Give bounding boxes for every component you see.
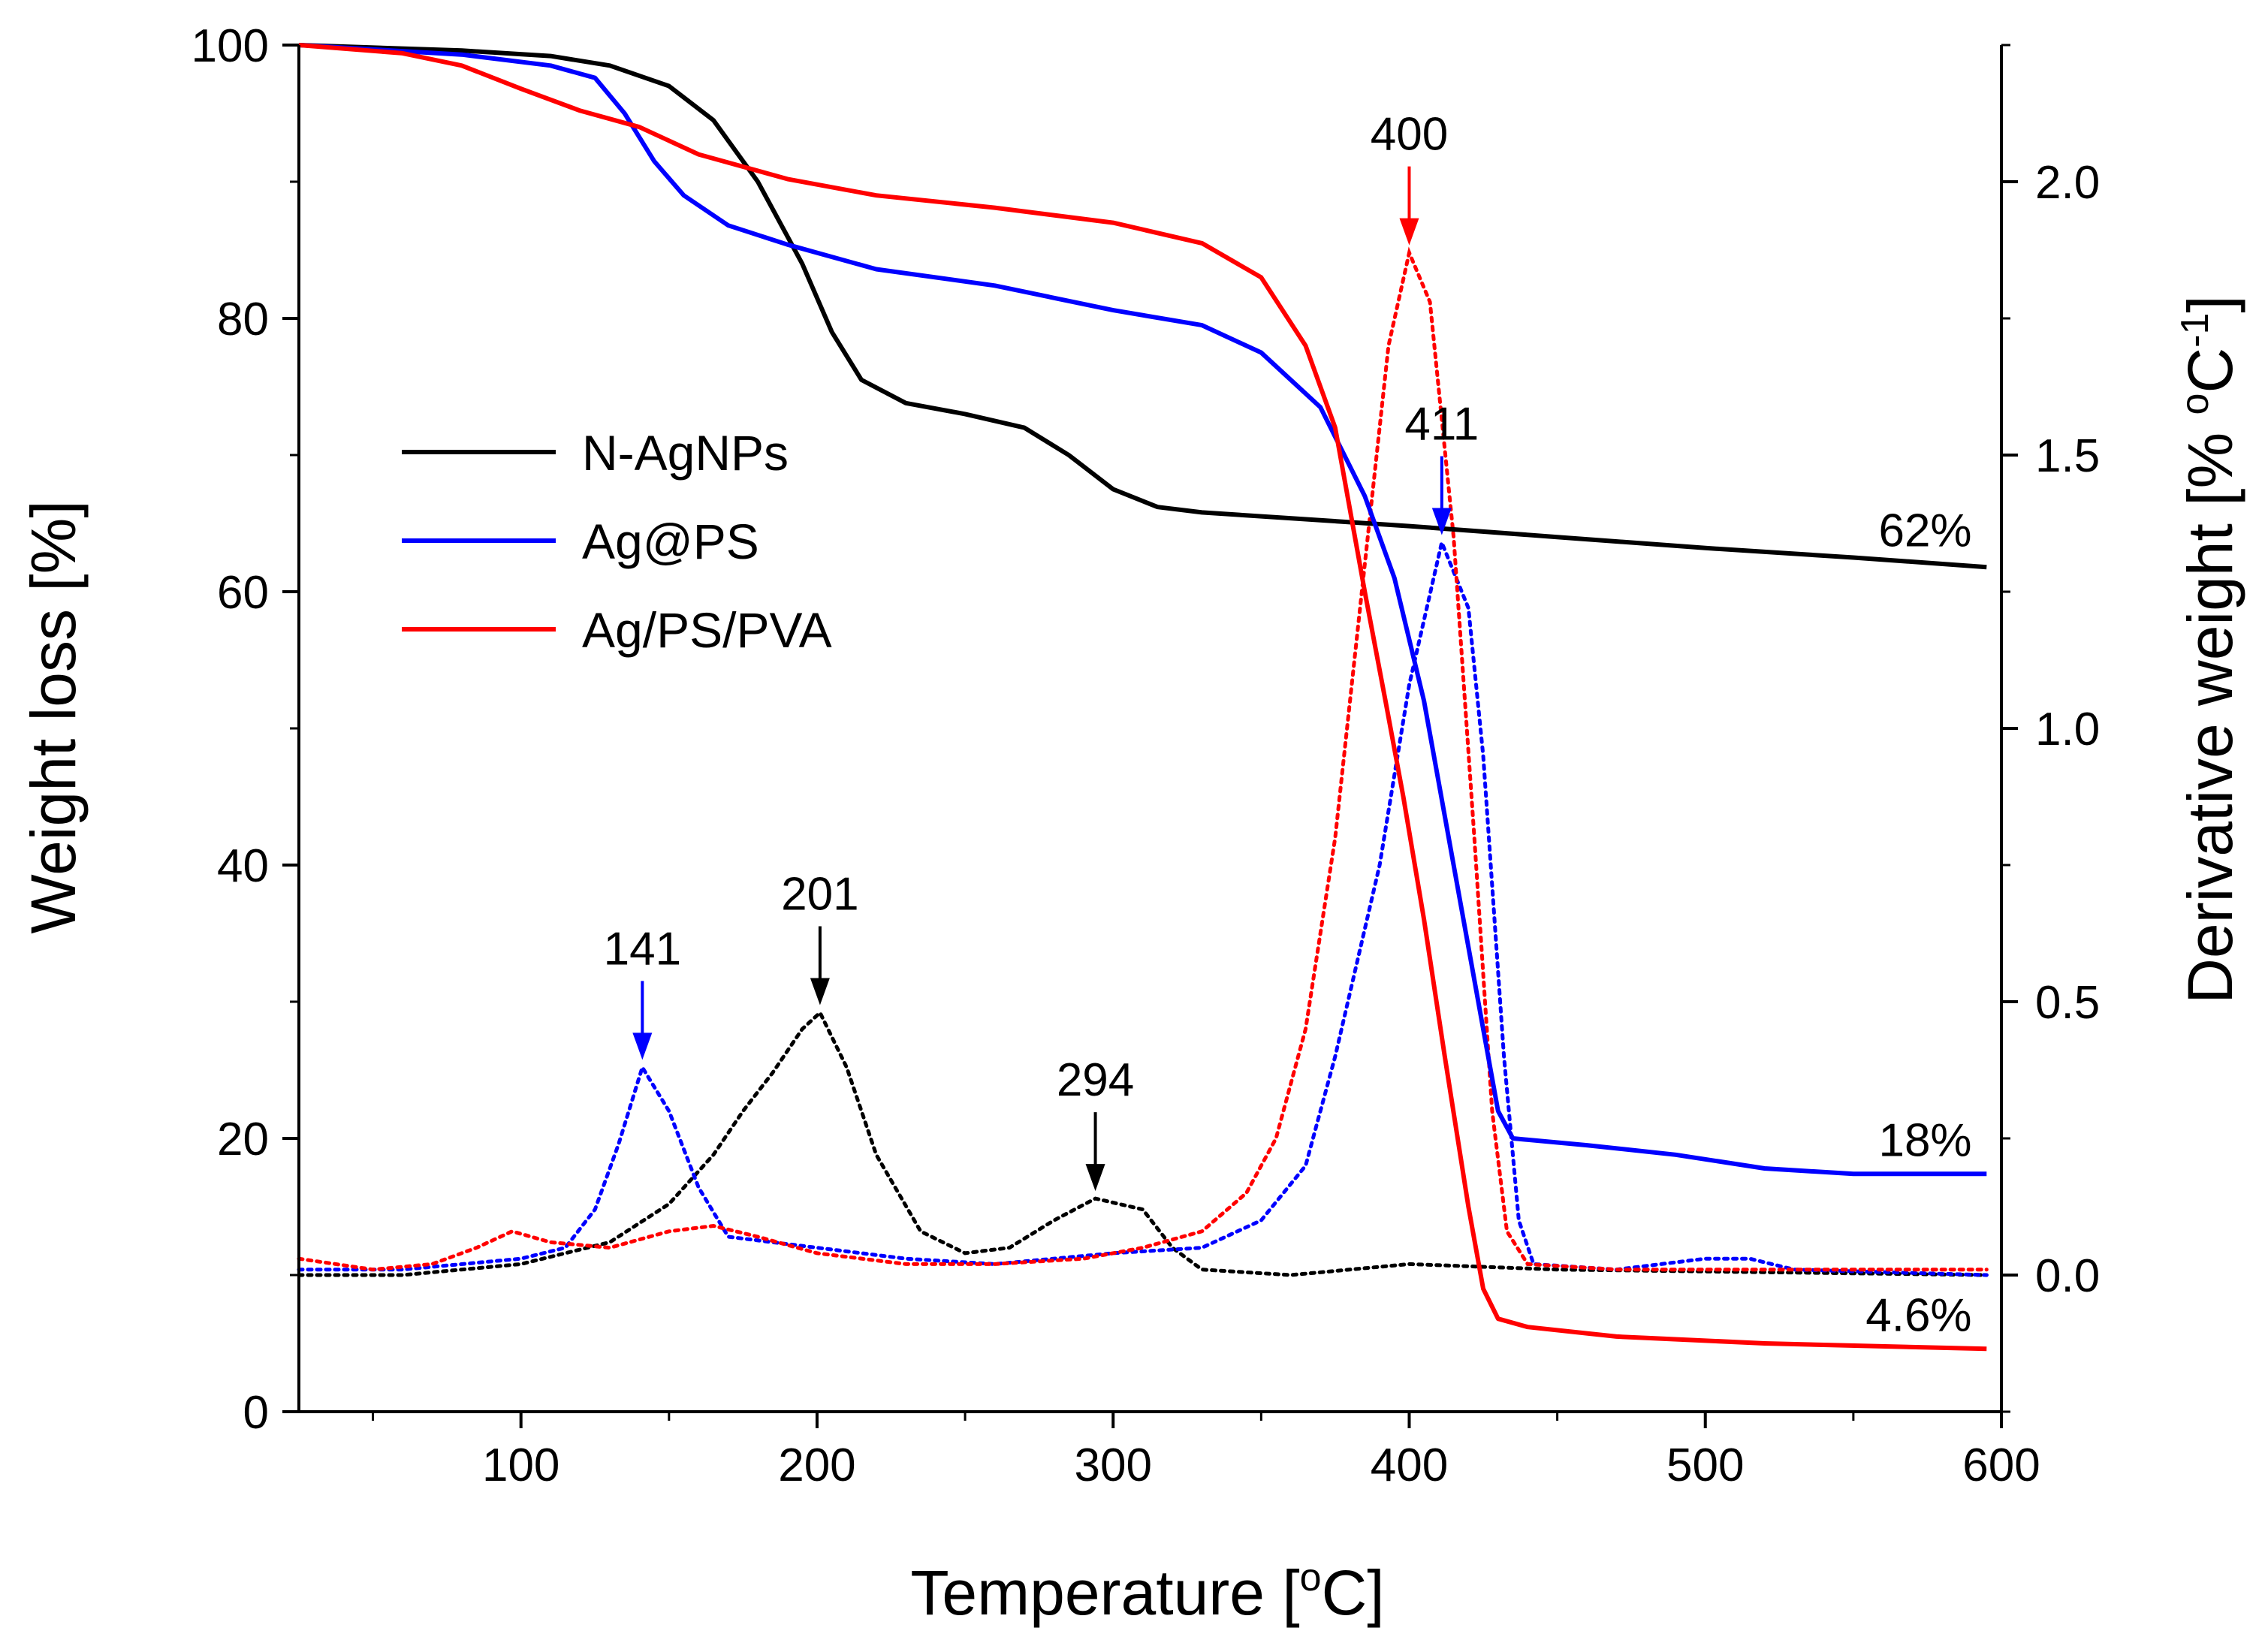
legend: N-AgNPs Ag@PS Ag/PS/PVA (402, 425, 832, 658)
y-tick-label: 100 (192, 20, 269, 72)
y2-tick-label: 1.0 (2035, 704, 2100, 755)
x-axis-title-sup: o (1300, 1556, 1322, 1599)
weight-line-ag-ps-pva (298, 43, 1987, 1352)
derivative-line-ag-ps-pva (297, 246, 1989, 1272)
weight-line-ag-ps (298, 43, 1987, 1177)
peak-annotation-411: 411 (1404, 398, 1479, 535)
y-tick-label: 60 (217, 567, 269, 619)
axes: 100 200 300 400 500 600 0 20 40 60 80 100 0.0 0.5 1.0 1… (192, 20, 2101, 1491)
x-tick-label: 200 (778, 1439, 855, 1491)
y-axis-title: Weight loss [%] (18, 500, 89, 933)
y2-tick-label: 0.5 (2035, 977, 2100, 1029)
y-tick-label: 40 (217, 840, 269, 892)
plot-area (297, 43, 1989, 1352)
peak-label: 400 (1371, 109, 1448, 161)
weight-line-n-agnps (298, 43, 1987, 570)
residue-label: 4.6% (1865, 1289, 1971, 1341)
derivative-line-n-agnps (297, 1009, 1989, 1277)
peak-annotation-400: 400 (1371, 109, 1448, 246)
x-axis-title: Temperature [oC] (910, 1556, 1384, 1628)
peak-annotation-294: 294 (1057, 1054, 1134, 1192)
y2-axis-title-mid: C (2175, 348, 2245, 393)
annotations: 400 411 141 201 294 62% 18% 4.6% (604, 109, 1972, 1342)
residue-label: 18% (1878, 1114, 1971, 1166)
y2-axis-title-tail: ] (2175, 295, 2245, 312)
peak-arrow-head (1431, 508, 1452, 535)
y2-axis-title-sup1: o (2173, 393, 2217, 415)
x-tick-label: 500 (1666, 1439, 1744, 1491)
legend-label-ag-ps-pva: Ag/PS/PVA (582, 602, 832, 658)
x-tick-label: 400 (1371, 1439, 1448, 1491)
peak-label: 201 (781, 869, 858, 921)
peak-annotation-141: 141 (604, 923, 681, 1060)
x-axis-title-main: Temperature [ (910, 1557, 1299, 1628)
peak-arrow-head (1399, 218, 1419, 246)
legend-label-ag-ps: Ag@PS (582, 514, 759, 569)
peak-label: 411 (1404, 398, 1479, 450)
peak-arrow-head (810, 978, 830, 1005)
y-tick-label: 80 (217, 294, 269, 345)
y2-axis-title: Derivative weight [% oC-1] (2173, 295, 2245, 1004)
y-tick-label: 0 (243, 1387, 269, 1439)
x-tick-label: 600 (1962, 1439, 2040, 1491)
peak-label: 141 (604, 923, 681, 975)
legend-label-n-agnps: N-AgNPs (582, 425, 789, 481)
derivative-line-ag-ps (297, 536, 1989, 1277)
peak-arrow-head (632, 1033, 653, 1060)
x-tick-label: 300 (1074, 1439, 1151, 1491)
y2-tick-label: 0.0 (2035, 1250, 2100, 1302)
y2-tick-label: 2.0 (2035, 157, 2100, 209)
peak-arrow-head (1085, 1164, 1105, 1192)
peak-label: 294 (1057, 1054, 1134, 1106)
residue-label: 62% (1878, 505, 1971, 557)
x-axis-title-tail: C] (1322, 1557, 1385, 1628)
x-tick-label: 100 (482, 1439, 559, 1491)
y-tick-label: 20 (217, 1114, 269, 1165)
y2-axis-title-sup2: -1 (2173, 313, 2217, 348)
y2-tick-label: 1.5 (2035, 430, 2100, 482)
peak-annotation-201: 201 (781, 869, 859, 1005)
y2-axis-title-main: Derivative weight [% (2175, 415, 2245, 1003)
